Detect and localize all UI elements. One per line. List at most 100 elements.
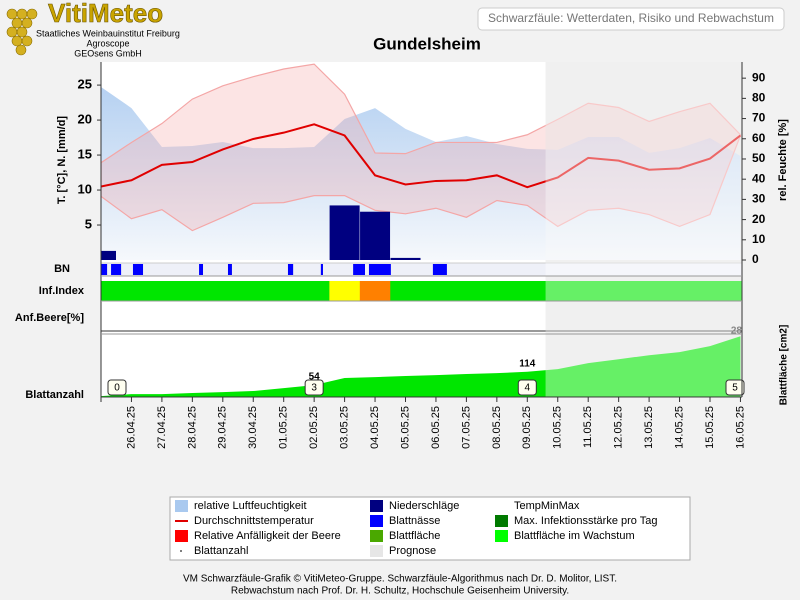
infection-index (725, 281, 742, 301)
legend-swatch (175, 530, 188, 542)
x-tick-label: 12.05.25 (613, 406, 625, 449)
y2-tick-label: 60 (752, 131, 766, 145)
y-tick-label: 5 (85, 216, 92, 231)
leaf-count-box (725, 379, 745, 396)
infection-index (298, 281, 330, 301)
leaf-wetness (199, 264, 204, 275)
legend-label: TempMinMax (514, 500, 580, 512)
chart-title: Gundelsheim (373, 34, 481, 53)
y-tick-label: 20 (78, 112, 92, 127)
legend-label: Relative Anfälligkeit der Beere (194, 530, 341, 542)
y2-tick-label: 70 (752, 111, 766, 125)
y2-tick-label: 90 (752, 70, 766, 84)
leaf-wetness (227, 264, 232, 275)
infection-index (633, 281, 665, 301)
footer: VM Schwarzfäule-Grafik © VitiMeteo-Grupp… (183, 574, 617, 585)
infection-index (390, 281, 422, 301)
legend-swatch (370, 530, 383, 542)
row-label: Anf.Beere[%] (15, 312, 84, 324)
leaf-wetness (101, 264, 108, 275)
logo-grapes (6, 8, 38, 56)
x-tick-label: 26.04.25 (125, 406, 137, 449)
row-label: BN (54, 263, 70, 275)
logo-line: Agroscope (86, 38, 129, 48)
legend (169, 496, 691, 561)
x-tick-label: 06.05.25 (430, 406, 442, 449)
logo-line: Staatliches Weinbauinstitut Freiburg (36, 28, 180, 38)
footer: Rebwachstum nach Prof. Dr. H. Schultz, H… (231, 586, 569, 597)
infection-index (451, 281, 483, 301)
y-axis-label: T. [°C], N. [mm/d] (56, 116, 68, 204)
legend-label: Blattnässe (389, 515, 440, 527)
plot-data (101, 62, 742, 397)
legend-label: Blattanzahl (194, 545, 248, 557)
leaf-count-label: 0 (114, 383, 120, 394)
infection-index (542, 281, 574, 301)
x-tick-label: 01.05.25 (278, 406, 290, 449)
y2-tick-label: 0 (752, 252, 759, 266)
y2-tick-label: 30 (752, 192, 766, 206)
y-tick-label: 10 (78, 181, 92, 196)
plot-overlay: 28 54 114 0 3 4 5 5 10 15 20 25 0 10 20 30 40 50 60 70 80 90 2… (78, 62, 766, 449)
logo-line: GEOsens GmbH (74, 48, 142, 58)
infection-index (572, 281, 604, 301)
legend-swatch (370, 500, 383, 512)
leaf-area-label: 54 (309, 372, 321, 383)
infection-index (481, 281, 513, 301)
temperature-line (101, 123, 742, 189)
leaf-wetness (132, 264, 144, 275)
leaf-wetness (353, 264, 366, 275)
prognose-veil (545, 62, 742, 397)
x-tick-label: 04.05.25 (369, 406, 381, 449)
infection-index (101, 281, 117, 301)
x-tick-label: 07.05.25 (460, 406, 472, 449)
y2-tick-label: 40 (752, 171, 766, 185)
y2-tick-label: 50 (752, 151, 766, 165)
legend-label: Blattfläche im Wachstum (514, 530, 635, 542)
infection-index (177, 281, 209, 301)
infection-index (664, 281, 696, 301)
x-tick-label: 03.05.25 (339, 406, 351, 449)
leaf-count-box (107, 379, 127, 396)
leaf-wetness (111, 264, 122, 275)
legend-swatch (175, 500, 188, 512)
infection-index (694, 281, 726, 301)
precipitation-bar (390, 257, 421, 260)
leaf-axis-label: Blattfläche [cm2] (779, 325, 790, 406)
infection-index (268, 281, 300, 301)
legend-swatch (180, 550, 182, 552)
legend-label: Niederschläge (389, 500, 459, 512)
y2-tick-label: 20 (752, 212, 766, 226)
leaf-area (101, 336, 741, 397)
x-tick-label: 28.04.25 (186, 406, 198, 449)
infection-index (146, 281, 178, 301)
legend-label: Durchschnittstemperatur (194, 515, 314, 527)
y-tick-label: 15 (78, 146, 92, 161)
x-tick-label: 16.05.25 (734, 406, 746, 449)
legend-label: Prognose (389, 545, 436, 557)
x-tick-label: 14.05.25 (673, 406, 685, 449)
leaf-area-label: 114 (519, 358, 536, 369)
precipitation-bar (360, 211, 391, 260)
legend-label: relative Luftfeuchtigkeit (194, 500, 307, 512)
infection-index (420, 281, 452, 301)
precipitation-bar (329, 205, 360, 260)
legend-label: Max. Infektionsstärke pro Tag (514, 515, 657, 527)
x-tick-label: 10.05.25 (552, 406, 564, 449)
x-tick-label: 13.05.25 (643, 406, 655, 449)
leaf-count-label: 4 (525, 383, 531, 394)
leaf-wetness (432, 264, 447, 275)
y-tick-label: 25 (78, 77, 92, 92)
y2-axis-label: rel. Feuchte [%] (777, 119, 789, 201)
y2-tick-label: 10 (752, 232, 766, 246)
x-tick-label: 09.05.25 (521, 406, 533, 449)
infection-index (603, 281, 635, 301)
legend-swatch (495, 515, 508, 527)
leaf-wetness (320, 264, 323, 275)
row-label: Blattanzahl (25, 389, 84, 401)
header-title: Schwarzfäule: Wetterdaten, Risiko und Re… (488, 11, 774, 25)
x-tick-label: 30.04.25 (247, 406, 259, 449)
infection-index (359, 281, 391, 301)
x-tick-label: 11.05.25 (582, 406, 594, 448)
